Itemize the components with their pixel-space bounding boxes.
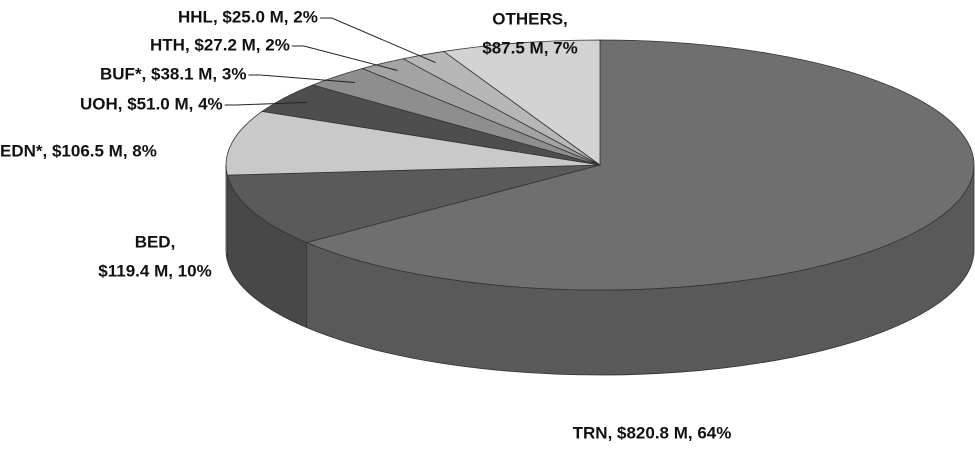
data-label: $119.4 M, 10% [98, 261, 211, 280]
leader-line [248, 74, 355, 84]
data-label: OTHERS, [492, 9, 568, 28]
slice [226, 164, 601, 243]
data-label: BED, [135, 232, 176, 251]
data-label: TRN, $820.8 M, 64% [573, 423, 732, 442]
leader-line [291, 45, 398, 71]
data-label: EDN*, $106.5 M, 8% [0, 141, 157, 160]
slice [225, 110, 601, 176]
slice-side [225, 164, 228, 261]
data-label: BUF*, $38.1 M, 3% [100, 64, 246, 83]
slice [305, 39, 975, 291]
leader-line [224, 101, 308, 106]
data-label: UOH, $51.0 M, 4% [80, 94, 223, 113]
data-label: $87.5 M, 7% [482, 38, 577, 57]
leader-line [319, 17, 436, 64]
data-label: HHL, $25.0 M, 2% [178, 7, 318, 26]
data-label: HTH, $27.2 M, 2% [150, 35, 290, 54]
slice [442, 39, 601, 166]
